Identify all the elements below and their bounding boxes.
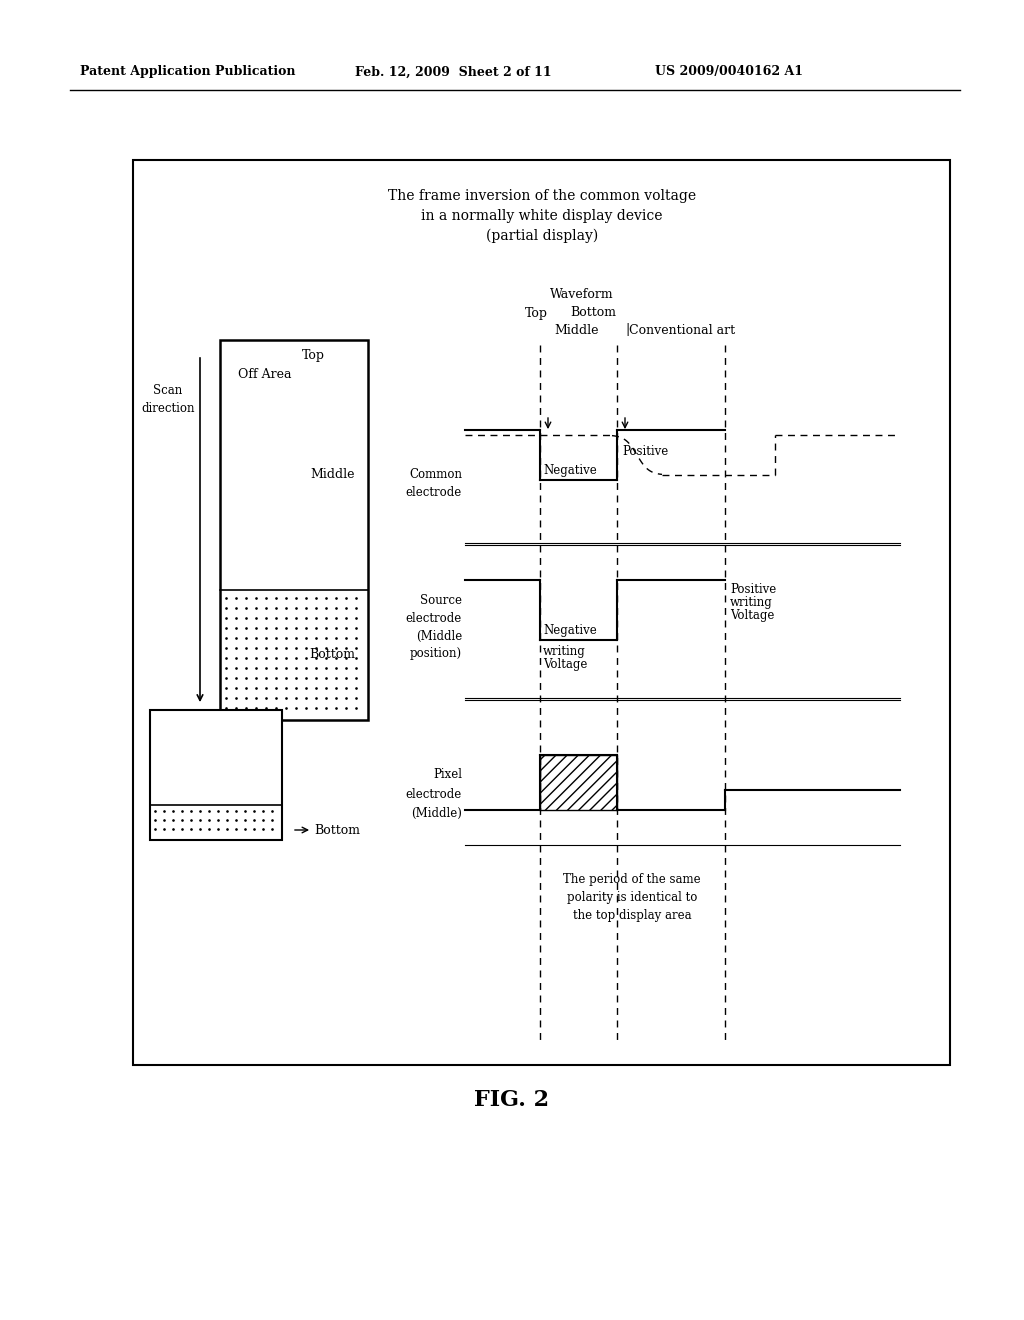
Text: Middle: Middle	[310, 469, 355, 482]
Text: Waveform: Waveform	[550, 289, 613, 301]
Bar	[540, 755, 617, 810]
Text: position): position)	[410, 648, 462, 660]
Text: the top display area: the top display area	[572, 909, 691, 923]
Text: electrode: electrode	[406, 487, 462, 499]
Text: Pixel: Pixel	[433, 768, 462, 781]
Text: Patent Application Publication: Patent Application Publication	[80, 66, 296, 78]
Text: polarity is identical to: polarity is identical to	[567, 891, 697, 904]
Text: Off Area: Off Area	[238, 368, 292, 381]
Text: electrode: electrode	[406, 611, 462, 624]
Text: The period of the same: The period of the same	[563, 874, 700, 887]
Text: Voltage: Voltage	[730, 609, 774, 622]
Text: Bottom: Bottom	[309, 648, 355, 661]
Text: Positive: Positive	[730, 583, 776, 597]
Text: Scan: Scan	[154, 384, 182, 396]
Text: Negative: Negative	[543, 624, 597, 638]
Text: Top: Top	[302, 348, 325, 362]
Text: (Middle): (Middle)	[411, 807, 462, 820]
Bar	[150, 710, 282, 840]
Text: Positive: Positive	[622, 445, 669, 458]
Text: The frame inversion of the common voltage: The frame inversion of the common voltag…	[388, 189, 696, 203]
Text: electrode: electrode	[406, 788, 462, 801]
Text: FIG. 2: FIG. 2	[474, 1089, 550, 1111]
Text: Bottom: Bottom	[570, 306, 616, 319]
Text: Top: Top	[525, 306, 548, 319]
Text: Voltage: Voltage	[543, 657, 588, 671]
Text: in a normally white display device: in a normally white display device	[421, 209, 663, 223]
Text: US 2009/0040162 A1: US 2009/0040162 A1	[655, 66, 803, 78]
Text: Negative: Negative	[543, 465, 597, 477]
Text: writing: writing	[730, 597, 773, 609]
Text: (Middle: (Middle	[416, 630, 462, 643]
Bar	[133, 160, 950, 1065]
Text: |: |	[625, 323, 630, 337]
Text: Conventional art: Conventional art	[629, 323, 735, 337]
Text: Middle: Middle	[554, 323, 598, 337]
Text: Common: Common	[409, 469, 462, 482]
Text: writing: writing	[543, 645, 586, 657]
Text: direction: direction	[141, 401, 195, 414]
Text: Source: Source	[420, 594, 462, 606]
Text: Bottom: Bottom	[314, 824, 360, 837]
Text: (partial display): (partial display)	[485, 228, 598, 243]
Bar	[220, 341, 368, 719]
Text: Feb. 12, 2009  Sheet 2 of 11: Feb. 12, 2009 Sheet 2 of 11	[355, 66, 552, 78]
